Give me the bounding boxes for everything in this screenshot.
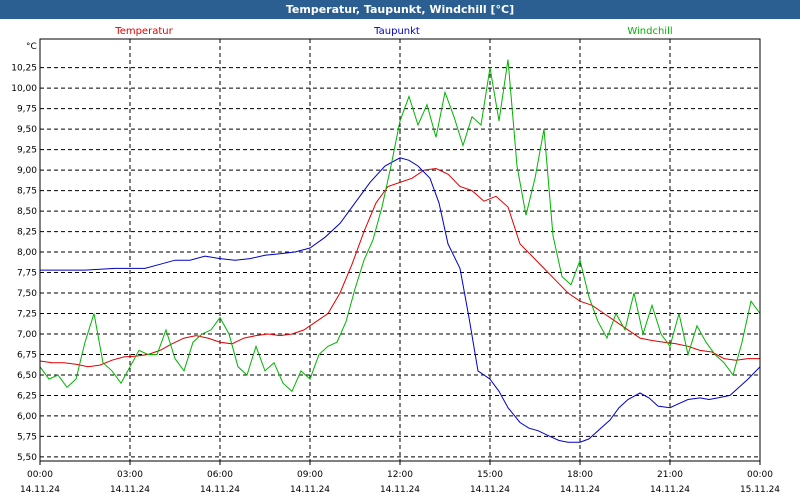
x-tick-time: 06:00 [207, 470, 233, 480]
y-tick-label: 8,50 [17, 207, 37, 217]
x-tick-time: 21:00 [657, 470, 683, 480]
x-tick-date: 14.11.24 [110, 485, 150, 495]
x-tick-time: 00:00 [747, 470, 773, 480]
y-tick-label: 5,75 [17, 432, 37, 442]
y-tick-label: 9,25 [17, 146, 37, 156]
x-tick-time: 12:00 [387, 470, 413, 480]
y-tick-label: 9,50 [17, 125, 37, 135]
x-tick-date: 15.11.24 [740, 485, 780, 495]
y-tick-label: 6,25 [17, 391, 37, 401]
legend: Temperatur Taupunkt Windchill [114, 26, 672, 37]
x-tick-time: 15:00 [477, 470, 503, 480]
series-line-windchill [39, 59, 761, 393]
y-tick-label: 6,75 [17, 350, 37, 360]
y-tick-label: 10,00 [11, 84, 37, 94]
y-tick-label: 7,50 [17, 289, 37, 299]
x-tick-date: 14.11.24 [560, 485, 600, 495]
y-tick-label: 6,50 [17, 371, 37, 381]
y-tick-label: 9,75 [17, 105, 37, 115]
legend-taupunkt: Taupunkt [373, 26, 420, 37]
y-tick-label: 7,00 [17, 330, 37, 340]
y-tick-label: 6,00 [17, 412, 37, 422]
x-tick-time: 03:00 [117, 470, 143, 480]
chart-title: Temperatur, Taupunkt, Windchill [°C] [0, 0, 800, 19]
axes: 5,50 5,75 6,00 6,25 6,50 6,75 7,00 7,25 7,50 7,75… [11, 38, 780, 495]
series-line-temperatur [39, 167, 760, 368]
series-lines [39, 59, 761, 443]
y-tick-label: 5,50 [17, 453, 37, 463]
x-tick-date: 14.11.24 [380, 485, 420, 495]
x-tick-date: 14.11.24 [650, 485, 690, 495]
y-tick-label: 9,00 [17, 166, 37, 176]
y-tick-label: 8,75 [17, 187, 37, 197]
x-tick-date: 14.11.24 [20, 485, 60, 495]
y-axis-unit: °C [26, 42, 37, 52]
series-line-taupunkt [40, 157, 761, 443]
x-tick-date: 14.11.24 [470, 485, 510, 495]
y-tick-label: 8,25 [17, 228, 37, 238]
x-tick-time: 00:00 [27, 470, 53, 480]
y-tick-label: 7,75 [17, 269, 37, 279]
x-tick-time: 18:00 [567, 470, 593, 480]
x-tick-time: 09:00 [297, 470, 323, 480]
line-chart: 5,50 5,75 6,00 6,25 6,50 6,75 7,00 7,25 7,50 7,75… [0, 19, 800, 500]
legend-temperatur: Temperatur [114, 26, 173, 37]
y-tick-label: 7,25 [17, 310, 37, 320]
grid [40, 39, 760, 461]
plot-frame [39, 38, 761, 462]
y-tick-label: 10,25 [11, 64, 37, 74]
x-tick-date: 14.11.24 [200, 485, 240, 495]
x-tick-date: 14.11.24 [290, 485, 330, 495]
legend-windchill: Windchill [627, 26, 672, 37]
y-tick-label: 8,00 [17, 248, 37, 258]
